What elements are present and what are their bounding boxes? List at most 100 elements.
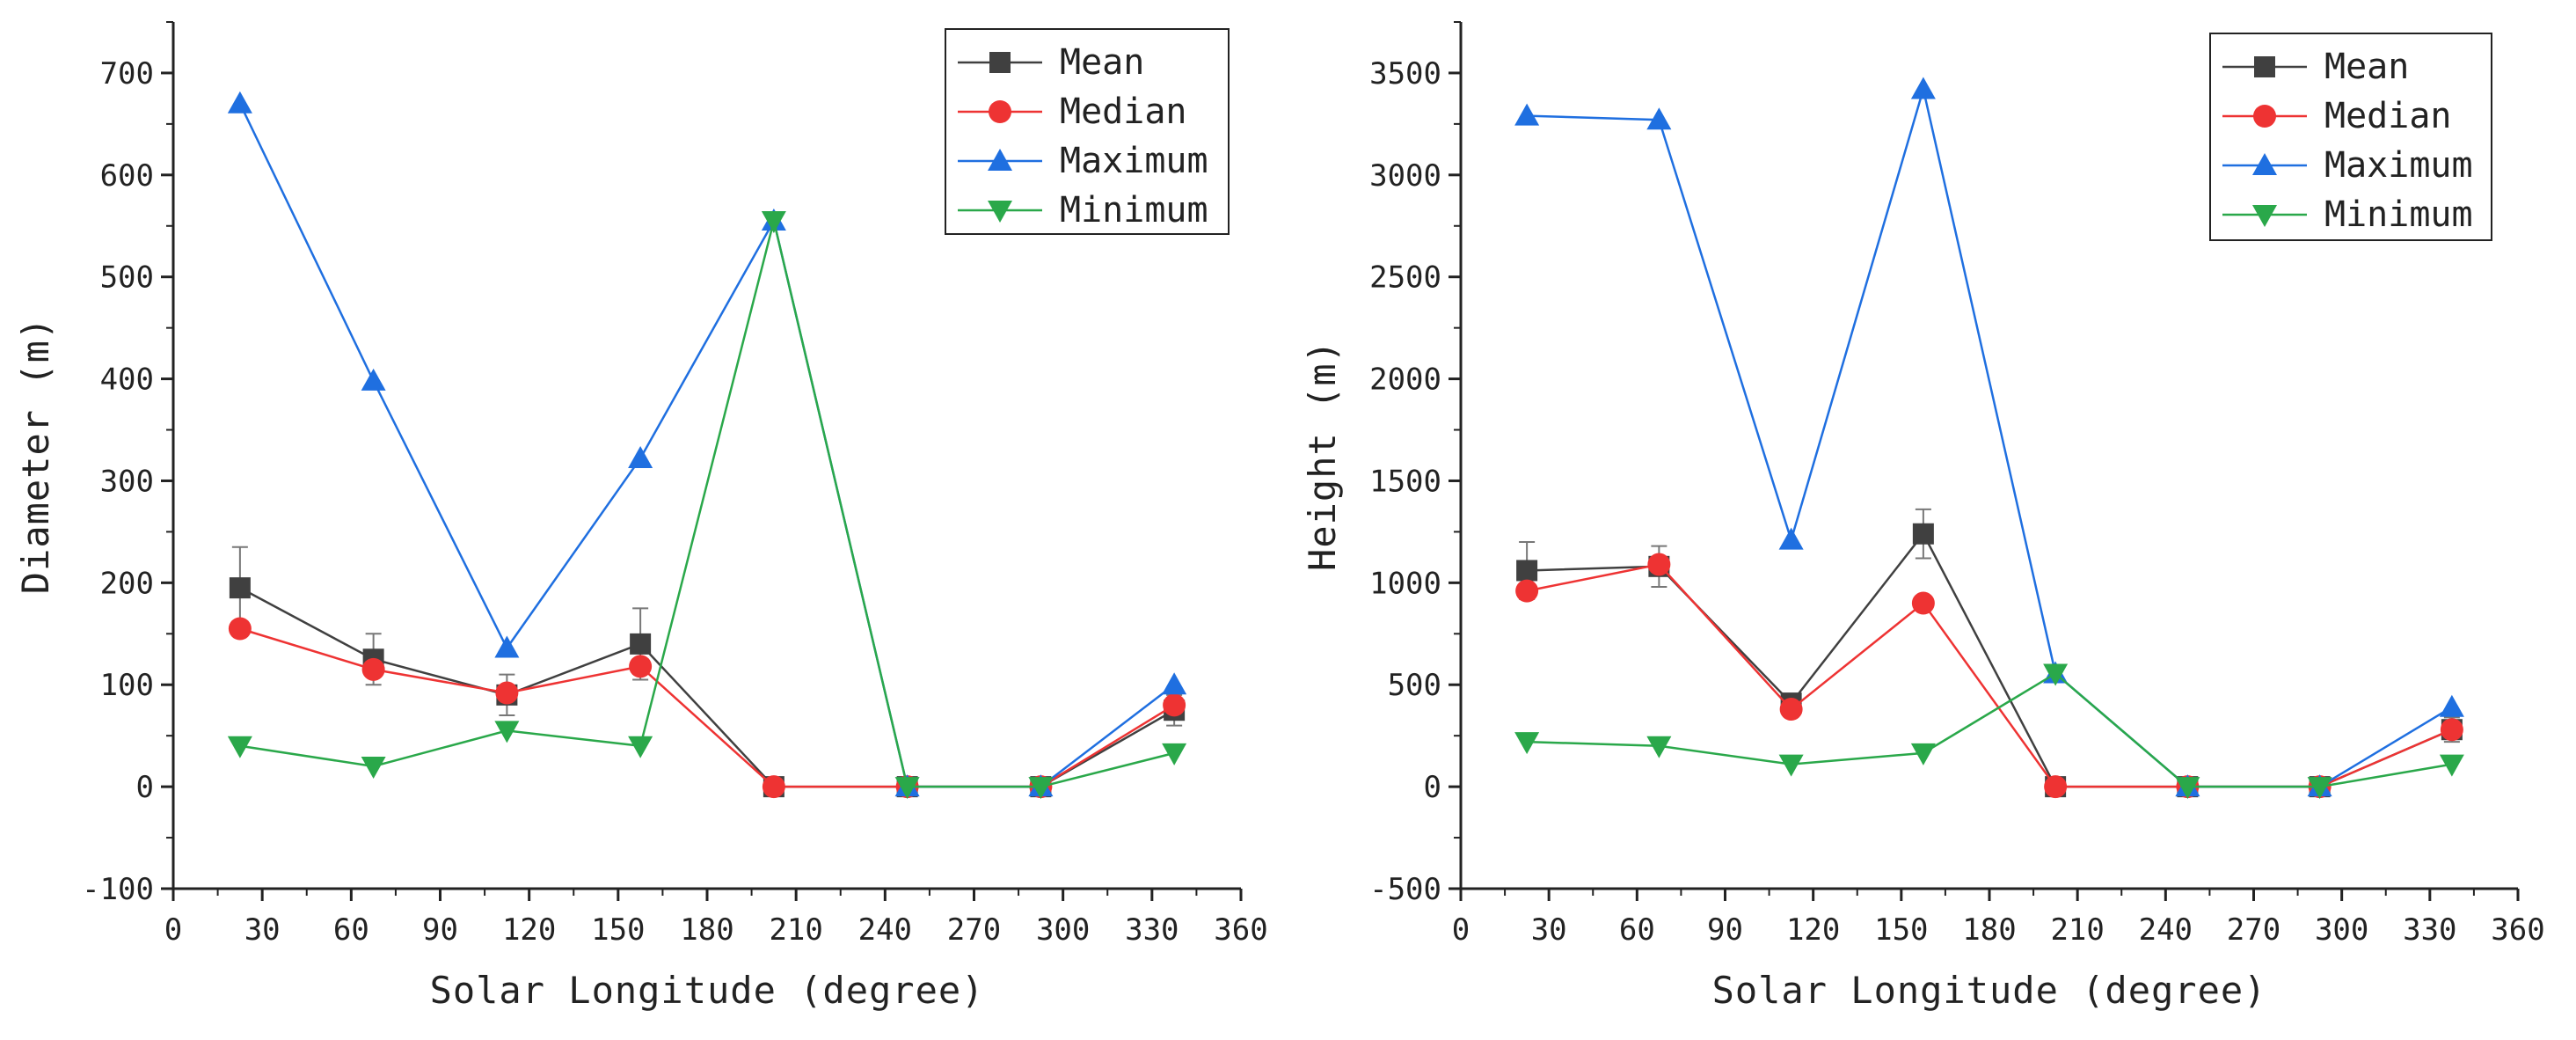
y-tick-label: 500 bbox=[1388, 668, 1441, 703]
data-point-median bbox=[2440, 718, 2463, 742]
x-tick-label: 180 bbox=[680, 912, 733, 948]
x-tick-label: 210 bbox=[2050, 912, 2104, 948]
x-tick-label: 90 bbox=[422, 912, 458, 948]
data-point-median bbox=[495, 681, 519, 705]
data-point-minimum bbox=[628, 736, 653, 758]
data-point-minimum bbox=[1162, 743, 1187, 765]
series-line-minimum bbox=[239, 220, 1175, 788]
x-tick-label: 0 bbox=[1452, 912, 1470, 948]
legend-marker-maximum bbox=[988, 149, 1012, 171]
legend-label-minimum: Minimum bbox=[1060, 190, 1208, 231]
legend-marker-median bbox=[989, 100, 1011, 123]
data-point-minimum bbox=[1028, 777, 1054, 800]
y-tick-label: 2500 bbox=[1369, 260, 1441, 296]
legend-label-maximum: Maximum bbox=[1060, 141, 1208, 181]
data-point-minimum bbox=[1778, 754, 1804, 777]
legend-label-mean: Mean bbox=[2324, 47, 2409, 87]
x-tick-label: 60 bbox=[1619, 912, 1655, 948]
data-point-median bbox=[1515, 579, 1539, 603]
data-point-median bbox=[1647, 553, 1671, 576]
data-point-minimum bbox=[761, 210, 786, 233]
x-tick-label: 120 bbox=[1786, 912, 1840, 948]
x-axis-title: Solar Longitude (degree) bbox=[430, 969, 985, 1012]
x-tick-label: 330 bbox=[2403, 912, 2456, 948]
y-tick-label: 2000 bbox=[1369, 363, 1441, 398]
y-tick-label: 1000 bbox=[1369, 566, 1441, 601]
legend-label-median: Median bbox=[2324, 96, 2452, 136]
legend-marker-maximum bbox=[2252, 153, 2277, 175]
data-point-maximum bbox=[361, 368, 386, 391]
data-point-median bbox=[762, 775, 785, 799]
legend-label-median: Median bbox=[1060, 92, 1187, 132]
y-tick-label: 100 bbox=[100, 668, 154, 703]
y-tick-label: 300 bbox=[100, 464, 154, 499]
data-point-minimum bbox=[1514, 732, 1540, 755]
x-tick-label: 30 bbox=[1531, 912, 1567, 948]
x-tick-label: 30 bbox=[244, 912, 281, 948]
y-tick-label: -500 bbox=[1369, 872, 1441, 907]
y-tick-label: 200 bbox=[100, 566, 154, 601]
data-point-maximum bbox=[1514, 103, 1540, 126]
data-point-maximum bbox=[1778, 527, 1804, 550]
data-point-median bbox=[629, 655, 653, 678]
data-point-mean bbox=[630, 633, 652, 655]
x-tick-label: 150 bbox=[591, 912, 645, 948]
chart-panel-left: 0 30 60 90 120 150 180 210 240 270 300 330 360 -100 0 1… bbox=[14, 21, 1268, 1012]
chart-panel-right: 0 30 60 90 120 150 180 210 240 270 300 330 360 -500 0 5… bbox=[1301, 21, 2545, 1012]
x-tick-label: 0 bbox=[164, 912, 182, 948]
legend-marker-median bbox=[2253, 105, 2276, 128]
y-tick-label: 0 bbox=[136, 770, 154, 805]
data-point-minimum bbox=[361, 756, 386, 779]
data-point-mean bbox=[229, 577, 251, 599]
data-point-maximum bbox=[494, 635, 520, 658]
x-tick-label: 120 bbox=[502, 912, 556, 948]
y-tick-label: -100 bbox=[82, 872, 154, 907]
x-tick-label: 180 bbox=[1962, 912, 2016, 948]
legend-label-maximum: Maximum bbox=[2324, 145, 2473, 186]
legend: Mean Median Maximum Minimum bbox=[945, 28, 1230, 235]
data-point-median bbox=[361, 657, 385, 681]
data-point-minimum bbox=[227, 736, 252, 758]
y-tick-label: 500 bbox=[100, 260, 154, 296]
data-point-maximum bbox=[227, 91, 252, 114]
series-minimum bbox=[1514, 663, 2464, 800]
data-point-maximum bbox=[628, 445, 653, 468]
x-tick-label: 300 bbox=[2315, 912, 2368, 948]
data-point-median bbox=[228, 617, 252, 641]
data-point-minimum bbox=[494, 721, 520, 743]
x-tick-label: 360 bbox=[1214, 912, 1267, 948]
x-tick-label: 270 bbox=[947, 912, 1001, 948]
x-tick-label: 60 bbox=[333, 912, 369, 948]
y-axis-title: Height (m) bbox=[1301, 340, 1344, 571]
data-point-minimum bbox=[2043, 663, 2069, 686]
x-tick-label: 240 bbox=[858, 912, 912, 948]
y-tick-label: 3000 bbox=[1369, 158, 1441, 194]
x-tick-label: 270 bbox=[2227, 912, 2280, 948]
x-tick-label: 210 bbox=[769, 912, 822, 948]
data-point-median bbox=[2044, 775, 2068, 799]
data-point-maximum bbox=[1646, 107, 1672, 130]
data-point-minimum bbox=[2439, 754, 2464, 777]
data-point-maximum bbox=[2439, 694, 2464, 717]
data-point-maximum bbox=[1162, 672, 1187, 695]
y-tick-label: 3500 bbox=[1369, 56, 1441, 92]
data-point-minimum bbox=[894, 777, 920, 800]
y-tick-label: 700 bbox=[100, 56, 154, 92]
data-point-minimum bbox=[2175, 777, 2200, 800]
data-point-mean bbox=[1912, 523, 1934, 545]
x-axis-title: Solar Longitude (degree) bbox=[1712, 969, 2267, 1012]
legend-label-minimum: Minimum bbox=[2324, 194, 2473, 235]
legend-marker-mean bbox=[989, 52, 1011, 73]
y-axis-title: Diameter (m) bbox=[14, 317, 57, 594]
series-line-minimum bbox=[1527, 671, 2453, 788]
data-point-mean bbox=[1516, 560, 1538, 582]
data-point-median bbox=[1779, 698, 1803, 721]
data-point-minimum bbox=[2307, 777, 2332, 800]
x-tick-label: 300 bbox=[1036, 912, 1090, 948]
x-tick-label: 360 bbox=[2491, 912, 2544, 948]
y-tick-label: 0 bbox=[1424, 770, 1441, 805]
x-tick-label: 240 bbox=[2139, 912, 2193, 948]
legend-marker-minimum bbox=[988, 201, 1012, 223]
legend-label-mean: Mean bbox=[1060, 42, 1144, 83]
